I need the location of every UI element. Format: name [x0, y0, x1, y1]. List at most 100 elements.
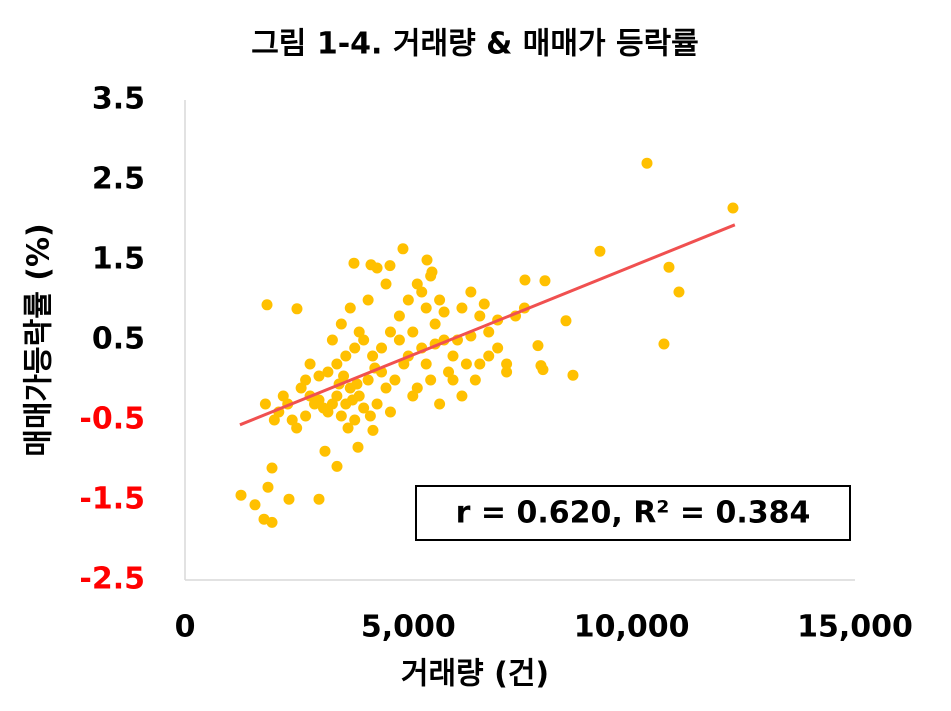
y-tick-label: -0.5 [79, 402, 145, 437]
point [331, 390, 343, 402]
point [474, 310, 486, 322]
point [447, 350, 459, 362]
point [348, 257, 360, 269]
point [304, 358, 316, 370]
point [411, 278, 423, 290]
point [261, 299, 273, 311]
x-tick-label: 0 [175, 610, 196, 645]
point [478, 298, 490, 310]
point [411, 382, 423, 394]
point [338, 370, 350, 382]
point [380, 382, 392, 394]
point [492, 342, 504, 354]
point [641, 157, 653, 169]
point [519, 274, 531, 286]
point [342, 422, 354, 434]
point [402, 294, 414, 306]
point [434, 294, 446, 306]
point [362, 294, 374, 306]
point [262, 481, 274, 493]
point [367, 424, 379, 436]
point [416, 286, 428, 298]
point [291, 422, 303, 434]
point [425, 270, 437, 282]
x-tick-label: 5,000 [361, 610, 456, 645]
point [438, 306, 450, 318]
point [358, 402, 370, 414]
point [344, 302, 356, 314]
point [501, 366, 513, 378]
point [456, 302, 468, 314]
point [532, 340, 544, 352]
point [460, 358, 472, 370]
point [349, 342, 361, 354]
y-tick-label: 3.5 [92, 82, 145, 117]
point [429, 318, 441, 330]
point [268, 414, 280, 426]
point [249, 499, 261, 511]
point [351, 378, 363, 390]
y-tick-label: 0.5 [92, 322, 145, 357]
point [474, 358, 486, 370]
point [663, 261, 675, 273]
y-tick-label: -1.5 [79, 482, 145, 517]
trendline [239, 223, 736, 427]
point [673, 286, 685, 298]
point [371, 262, 383, 274]
y-axis-label: 매매가등락률 (%) [22, 223, 57, 457]
point [326, 334, 338, 346]
point [539, 275, 551, 287]
point [335, 410, 347, 422]
point [367, 350, 379, 362]
point [349, 414, 361, 426]
point [347, 394, 358, 406]
point [319, 445, 331, 457]
point [447, 374, 459, 386]
point [358, 334, 370, 346]
point [434, 398, 446, 410]
point [421, 254, 433, 266]
point [389, 374, 401, 386]
point [456, 390, 468, 402]
point [594, 245, 606, 257]
point [295, 382, 307, 394]
point [420, 302, 432, 314]
point [362, 374, 374, 386]
point [397, 243, 409, 255]
point [483, 326, 495, 338]
point [501, 358, 513, 370]
point [331, 358, 343, 370]
point [384, 326, 396, 338]
point [443, 366, 455, 378]
point [393, 334, 405, 346]
point [322, 366, 334, 378]
point [335, 318, 347, 330]
point [313, 370, 325, 382]
y-tick-label: 1.5 [92, 242, 145, 277]
point [331, 460, 343, 472]
point [300, 410, 312, 422]
point [313, 493, 325, 505]
point [537, 364, 549, 376]
point [376, 342, 388, 354]
point [420, 358, 432, 370]
point [560, 315, 572, 327]
point [266, 516, 278, 528]
point [286, 414, 298, 426]
point [277, 390, 289, 402]
annotation-box [415, 485, 851, 541]
point [283, 493, 295, 505]
y-tick-label: -2.5 [79, 562, 145, 597]
point [266, 462, 278, 474]
point [407, 326, 419, 338]
y-tick-label: 2.5 [92, 162, 145, 197]
point [393, 310, 405, 322]
x-axis-label: 거래량 (건) [401, 657, 549, 692]
point [384, 406, 396, 418]
point [407, 390, 419, 402]
x-tick-label: 10,000 [574, 610, 690, 645]
point [425, 374, 437, 386]
point [300, 374, 312, 386]
point [465, 286, 477, 298]
